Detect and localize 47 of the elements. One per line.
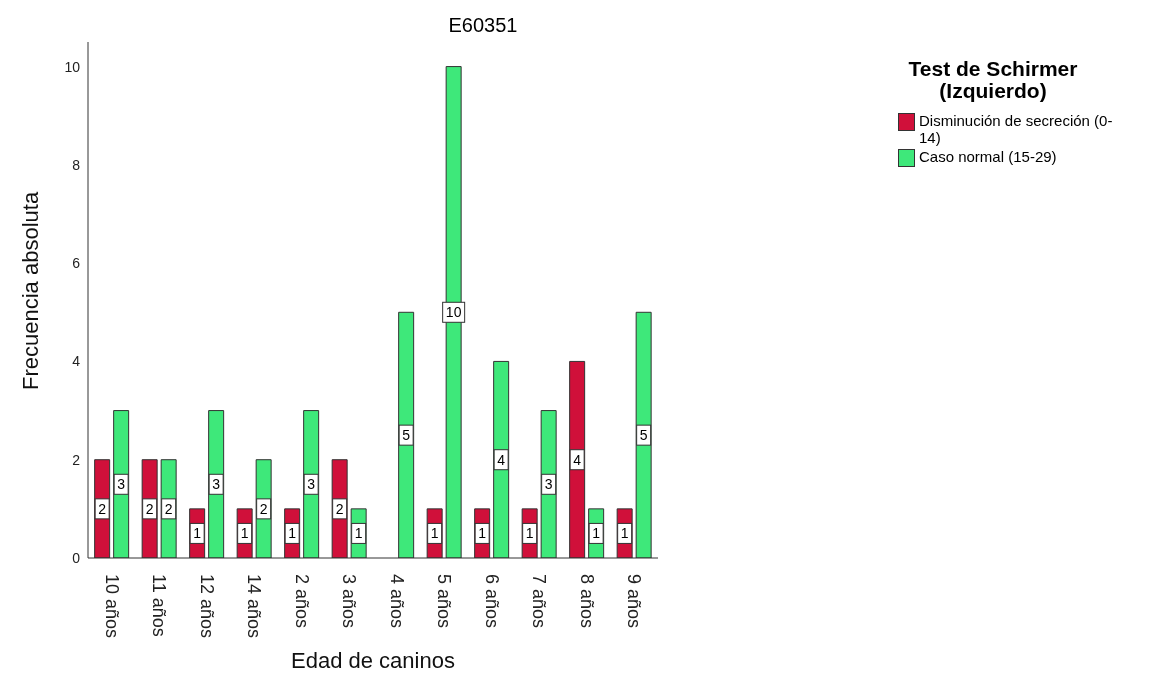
x-tick-label: 6 años xyxy=(481,574,502,629)
data-label: 1 xyxy=(240,525,249,542)
data-label: 3 xyxy=(544,476,553,493)
data-label: 1 xyxy=(288,525,297,542)
y-tick-label: 6 xyxy=(72,255,81,272)
data-label: 2 xyxy=(335,500,344,517)
data-label: 1 xyxy=(430,525,439,542)
data-label: 3 xyxy=(307,476,316,493)
x-tick-label: 14 años xyxy=(244,574,265,639)
x-tick-label: 8 años xyxy=(576,574,597,629)
x-tick-label: 11 años xyxy=(149,574,170,637)
x-tick-label: 9 años xyxy=(624,574,645,629)
x-tick-label: 2 años xyxy=(291,574,312,629)
y-tick-label: 2 xyxy=(72,451,81,468)
data-label: 1 xyxy=(193,525,202,542)
data-label: 4 xyxy=(573,451,582,468)
data-label: 2 xyxy=(164,500,173,517)
data-label: 10 xyxy=(445,304,462,321)
data-label: 1 xyxy=(525,525,534,542)
x-tick-label: 4 años xyxy=(386,574,407,629)
y-tick-label: 10 xyxy=(64,58,81,75)
x-tick-label: 12 años xyxy=(196,574,217,639)
data-label: 4 xyxy=(497,451,506,468)
data-label: 1 xyxy=(620,525,629,542)
legend-label: Disminución de secreción (0-14) xyxy=(919,112,1114,146)
x-tick-label: 7 años xyxy=(529,574,550,629)
legend-title: Test de Schirmer (Izquierdo) xyxy=(907,57,1079,102)
x-tick-label: 3 años xyxy=(339,574,360,629)
data-label: 1 xyxy=(478,525,487,542)
data-label: 2 xyxy=(259,500,268,517)
data-label: 1 xyxy=(592,525,601,542)
legend-label: Caso normal (15-29) xyxy=(919,148,1058,165)
data-label: 1 xyxy=(354,525,363,542)
data-label: 2 xyxy=(145,500,154,517)
data-label: 5 xyxy=(639,427,648,444)
data-label: 3 xyxy=(117,476,126,493)
y-tick-label: 8 xyxy=(72,156,81,173)
x-tick-label: 10 años xyxy=(101,574,122,639)
data-label: 2 xyxy=(98,500,107,517)
x-axis-title: Edad de caninos xyxy=(291,648,455,673)
y-tick-label: 4 xyxy=(72,353,81,370)
y-axis-title: Frecuencia absoluta xyxy=(17,191,43,390)
data-label: 3 xyxy=(212,476,221,493)
y-tick-label: 0 xyxy=(72,549,81,566)
chart-title: E60351 xyxy=(447,14,519,37)
data-label: 5 xyxy=(402,427,411,444)
x-tick-label: 5 años xyxy=(434,574,455,629)
